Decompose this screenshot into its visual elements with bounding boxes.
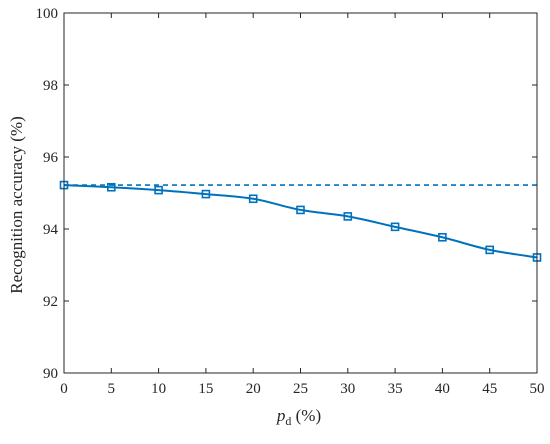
- x-tick-label: 5: [108, 381, 116, 397]
- x-tick-label: 15: [198, 381, 213, 397]
- x-tick-label: 35: [388, 381, 403, 397]
- x-tick-label: 20: [246, 381, 261, 397]
- y-tick-label: 92: [43, 294, 58, 310]
- data-point-marker: [201, 189, 211, 199]
- data-point-marker: [485, 245, 495, 255]
- x-tick-label: 45: [482, 381, 497, 397]
- series-line: [63, 184, 538, 259]
- plot-marks: [59, 180, 542, 262]
- data-point-marker: [154, 185, 163, 195]
- data-point-marker: [107, 182, 116, 192]
- x-axis-label-subscript: d: [285, 414, 291, 428]
- x-tick-label: 40: [435, 381, 450, 397]
- y-tick-label: 96: [43, 150, 59, 166]
- y-tick-label: 90: [43, 366, 58, 382]
- y-tick-label: 94: [43, 222, 59, 238]
- x-axis-label-symbol: p: [276, 406, 286, 425]
- data-point-marker: [390, 222, 400, 232]
- data-point-marker: [248, 194, 258, 204]
- x-tick-label: 25: [293, 381, 308, 397]
- axes: 0 5 10 15 20 25 30 35 40 45 50 90 92 94 96 98 100: [36, 6, 545, 397]
- y-axis-label: Recognition accuracy (%): [7, 116, 26, 293]
- x-tick-label: 0: [60, 381, 68, 397]
- data-point-marker: [296, 205, 305, 215]
- data-point-marker: [343, 212, 353, 221]
- x-axis-label-unit: (%): [291, 406, 321, 425]
- data-point-marker: [438, 232, 447, 242]
- y-tick-label: 100: [36, 6, 59, 22]
- x-tick-label: 30: [340, 381, 355, 397]
- plot-frame: [63, 12, 538, 374]
- x-axis-label: pd (%): [276, 406, 321, 428]
- x-tick-label: 10: [151, 381, 166, 397]
- y-tick-label: 98: [43, 78, 58, 94]
- x-tick-label: 50: [530, 381, 545, 397]
